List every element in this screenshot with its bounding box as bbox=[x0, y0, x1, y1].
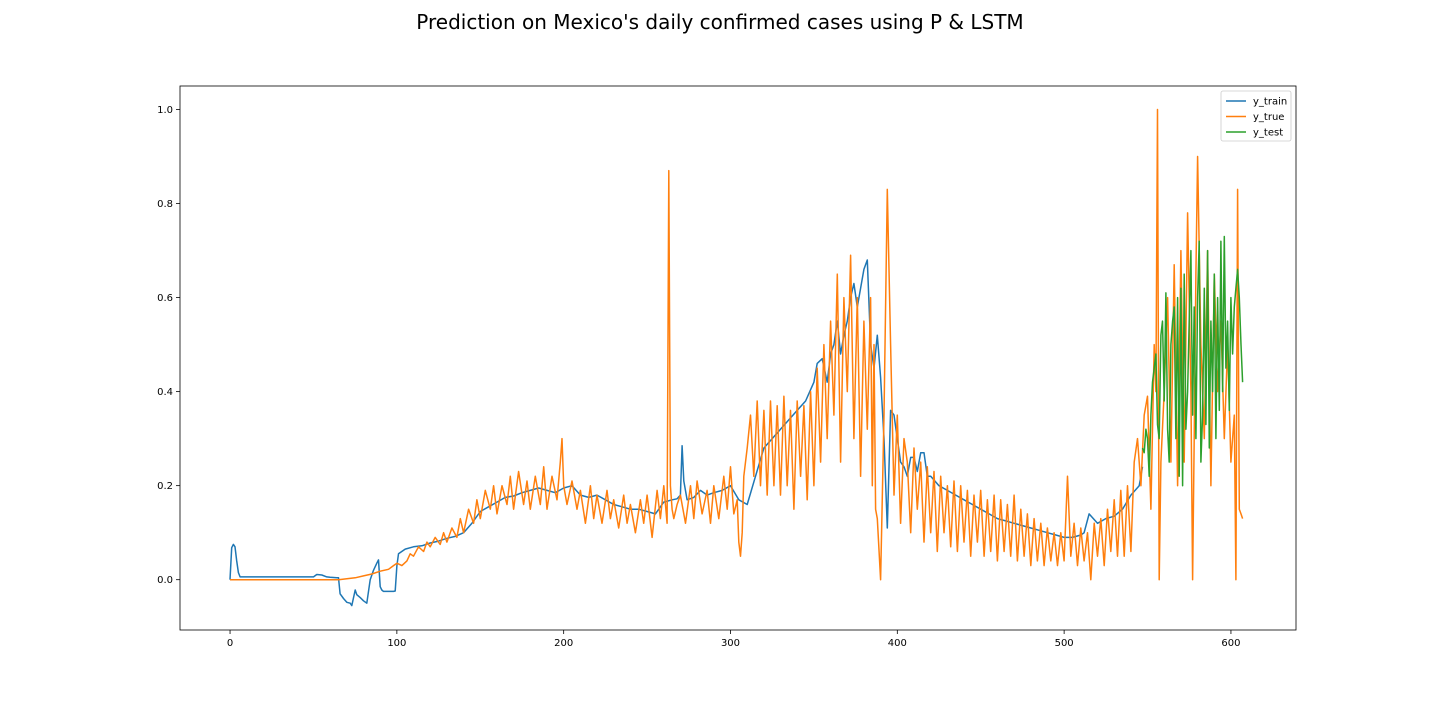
legend-label-y-train: y_train bbox=[1253, 97, 1287, 108]
y-tick-label: 0.0 bbox=[157, 575, 173, 586]
x-tick-label: 300 bbox=[721, 638, 740, 649]
x-tick-label: 200 bbox=[554, 638, 573, 649]
x-tick-label: 400 bbox=[888, 638, 907, 649]
x-tick-label: 600 bbox=[1221, 638, 1240, 649]
legend-label-y-test: y_test bbox=[1253, 128, 1283, 139]
x-tick-label: 500 bbox=[1055, 638, 1074, 649]
plot-area: 0 100 200 300 400 500 600 0.0 0.2 0.4 0.6 0.8 1.0 y_t… bbox=[157, 85, 1297, 649]
x-tick-label: 0 bbox=[227, 638, 233, 649]
series-line-y-true bbox=[230, 108, 1244, 581]
chart-title: Prediction on Mexico's daily confirmed c… bbox=[416, 10, 1023, 34]
series-line-y-test bbox=[1141, 235, 1244, 487]
legend-box bbox=[1220, 90, 1292, 142]
y-tick-label: 0.8 bbox=[157, 199, 173, 210]
y-tick-label: 0.6 bbox=[157, 293, 173, 304]
x-tick-label: 100 bbox=[387, 638, 406, 649]
y-tick-label: 0.4 bbox=[157, 387, 173, 398]
axes-frame bbox=[179, 85, 1297, 631]
y-tick-label: 0.2 bbox=[157, 481, 173, 492]
legend-label-y-true: y_true bbox=[1253, 112, 1284, 123]
y-tick-label: 1.0 bbox=[157, 105, 173, 116]
